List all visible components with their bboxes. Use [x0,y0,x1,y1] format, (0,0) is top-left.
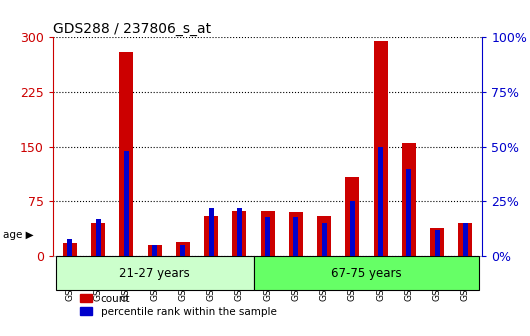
Text: 21-27 years: 21-27 years [119,267,190,280]
Bar [67,239,73,256]
Legend: count, percentile rank within the sample: count, percentile rank within the sample [80,294,276,317]
Bar [322,223,326,256]
Text: GDS288 / 237806_s_at: GDS288 / 237806_s_at [53,22,211,36]
Bar [374,41,387,256]
Bar [91,223,105,256]
Bar [463,223,468,256]
Bar [148,245,162,256]
Bar [209,208,214,256]
Bar [378,146,383,256]
Bar [435,230,440,256]
Bar [124,151,129,256]
Bar [430,228,444,256]
Bar [95,219,101,256]
Bar [289,212,303,256]
Text: 67-75 years: 67-75 years [331,267,402,280]
Bar [180,245,186,256]
Bar [407,169,411,256]
Bar [152,245,157,256]
Bar [350,201,355,256]
Bar [232,211,246,256]
Bar [176,242,190,256]
Bar [56,256,253,290]
Bar [402,143,416,256]
Bar [261,211,275,256]
Bar [317,216,331,256]
Bar [458,223,472,256]
Bar [293,217,298,256]
Bar [119,51,134,256]
Bar [63,243,77,256]
Bar [253,256,480,290]
Bar [204,216,218,256]
Bar [346,177,359,256]
Bar [265,217,270,256]
Text: age ▶: age ▶ [3,230,33,240]
Bar [237,208,242,256]
